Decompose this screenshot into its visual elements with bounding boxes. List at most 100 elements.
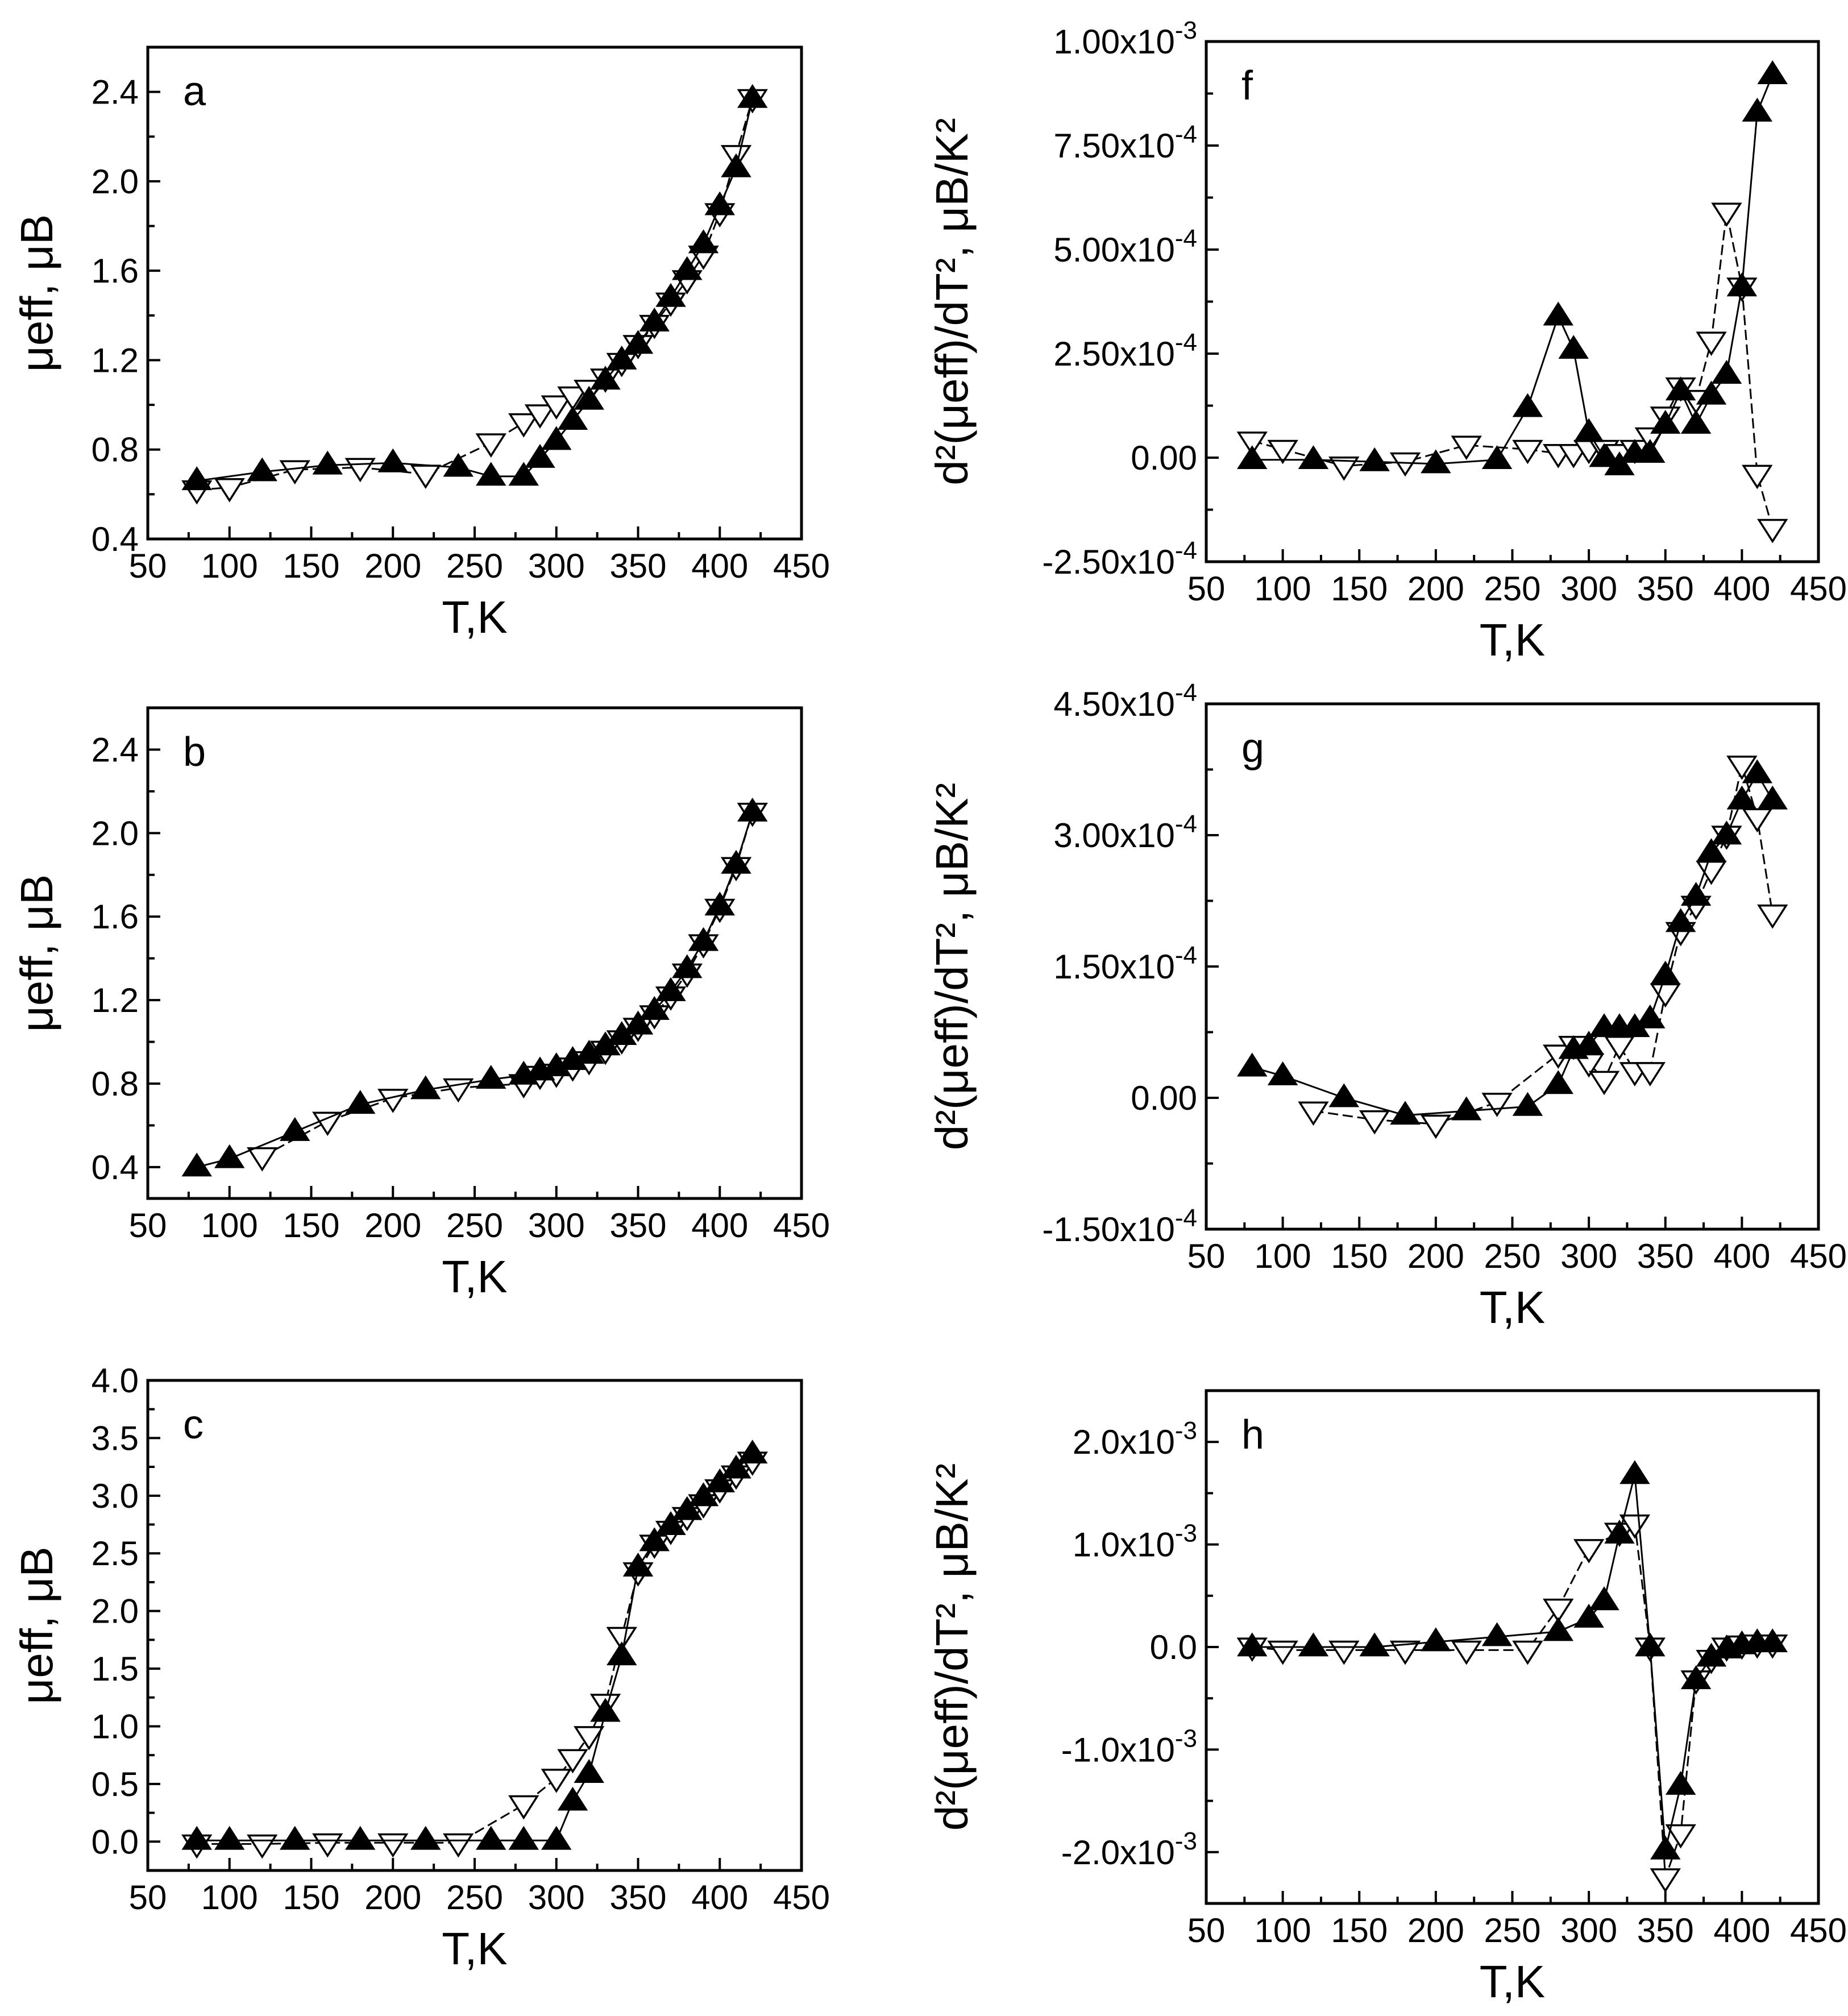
data-point-filled — [672, 256, 703, 280]
x-tick-label: 150 — [1331, 1237, 1388, 1275]
x-tick-label: 250 — [1484, 1237, 1540, 1275]
data-point-filled — [1543, 1617, 1574, 1641]
x-tick-label: 450 — [773, 547, 830, 585]
data-point-filled — [1757, 60, 1788, 84]
x-tick-label: 100 — [1255, 1237, 1311, 1275]
data-point-filled — [639, 308, 670, 331]
x-tick-label: 200 — [1407, 1237, 1464, 1275]
y-axis-label: d²(μeff)/dT², μB/K² — [927, 1463, 977, 1831]
data-point-filled — [1650, 409, 1681, 434]
x-tick-label: 150 — [283, 547, 339, 585]
data-point-filled — [737, 84, 768, 108]
data-point-filled — [1328, 1083, 1360, 1107]
x-tick-label: 250 — [446, 1878, 503, 1917]
data-point-filled — [1742, 97, 1773, 122]
y-tick-label: 1.6 — [92, 252, 139, 290]
data-point-filled — [672, 954, 703, 978]
data-point-filled — [721, 153, 751, 177]
x-tick-label: 400 — [691, 1206, 748, 1245]
x-tick-label: 200 — [364, 1206, 421, 1245]
x-axis-label: T,K — [1480, 1282, 1546, 1333]
data-point-filled — [574, 385, 604, 410]
data-point-filled — [1604, 451, 1635, 476]
x-tick-label: 50 — [129, 1878, 167, 1917]
x-tick-label: 250 — [1484, 570, 1540, 608]
data-point-filled — [1635, 439, 1666, 463]
data-point-filled — [181, 466, 212, 491]
y-tick-label: -2.50x10-4 — [1042, 537, 1197, 581]
data-point-open — [475, 433, 506, 458]
y-tick-label: 2.0 — [92, 163, 139, 201]
y-tick-label: 4.50x10-4 — [1053, 679, 1197, 723]
x-tick-label: 300 — [528, 1878, 585, 1917]
x-tick-label: 450 — [773, 1206, 830, 1245]
data-point-filled — [1298, 445, 1329, 470]
y-tick-label: 2.4 — [92, 73, 139, 111]
data-point-filled — [1665, 1770, 1696, 1795]
x-tick-label: 450 — [1790, 1237, 1847, 1275]
data-point-filled — [704, 891, 735, 916]
y-tick-label: 1.50x10-4 — [1053, 941, 1197, 986]
data-point-filled — [639, 995, 670, 1020]
data-point-filled — [590, 366, 621, 390]
data-point-filled — [1711, 360, 1742, 384]
data-point-filled — [1589, 1586, 1619, 1611]
data-point-filled — [1421, 449, 1451, 474]
data-point-filled — [214, 1144, 245, 1168]
data-point-filled — [1650, 1835, 1681, 1860]
y-tick-label: 3.5 — [92, 1419, 139, 1457]
data-point-filled — [607, 1641, 637, 1666]
y-tick-label: 4.0 — [92, 1362, 139, 1400]
data-point-filled — [590, 1698, 621, 1722]
data-point-filled — [1390, 1101, 1421, 1125]
data-point-filled — [1481, 445, 1513, 470]
data-point-filled — [557, 406, 588, 430]
panel-label: h — [1241, 1412, 1264, 1458]
data-point-filled — [1359, 1632, 1390, 1657]
data-point-filled — [721, 849, 751, 874]
data-point-filled — [655, 977, 686, 1001]
y-tick-label: -1.0x10-3 — [1061, 1724, 1197, 1769]
data-point-open — [557, 1749, 588, 1774]
data-point-filled — [508, 462, 539, 486]
data-point-filled — [247, 457, 277, 482]
data-point-filled — [607, 345, 637, 370]
data-point-open — [508, 413, 539, 438]
x-tick-label: 400 — [1713, 1911, 1770, 1949]
x-tick-label: 250 — [446, 547, 503, 585]
y-tick-label: 1.6 — [92, 898, 139, 936]
data-point-filled — [1742, 759, 1773, 783]
x-tick-label: 400 — [1713, 570, 1770, 608]
data-point-filled — [721, 1454, 751, 1479]
data-point-filled — [1237, 445, 1268, 470]
data-point-filled — [1619, 1460, 1650, 1484]
data-point-filled — [688, 927, 719, 951]
data-point-filled — [622, 1552, 654, 1577]
data-point-filled — [1680, 1665, 1712, 1690]
x-tick-label: 50 — [129, 547, 167, 585]
y-tick-label: 3.0 — [92, 1477, 139, 1515]
data-point-open — [214, 478, 245, 503]
x-tick-label: 300 — [1560, 570, 1617, 608]
x-tick-label: 400 — [1713, 1237, 1770, 1275]
data-point-open — [524, 404, 556, 429]
data-point-filled — [1512, 1092, 1543, 1116]
x-tick-label: 100 — [1255, 570, 1311, 608]
y-tick-label: 2.50x10-4 — [1053, 329, 1197, 373]
series-filled-triangle-up — [181, 84, 768, 491]
x-tick-label: 200 — [1407, 1911, 1464, 1949]
x-tick-label: 150 — [283, 1878, 339, 1917]
data-point-filled — [672, 1496, 703, 1520]
x-tick-label: 300 — [528, 547, 585, 585]
data-point-filled — [1635, 1632, 1666, 1657]
data-point-filled — [688, 1482, 719, 1507]
data-point-filled — [704, 191, 735, 215]
data-point-filled — [345, 1090, 376, 1114]
y-tick-label: 1.00x10-3 — [1053, 16, 1197, 61]
data-point-open — [1451, 435, 1482, 461]
data-point-open — [557, 386, 588, 411]
data-point-open — [1451, 1640, 1482, 1665]
x-tick-label: 300 — [1560, 1237, 1617, 1275]
x-tick-label: 150 — [283, 1206, 339, 1245]
data-point-filled — [1267, 1061, 1298, 1085]
